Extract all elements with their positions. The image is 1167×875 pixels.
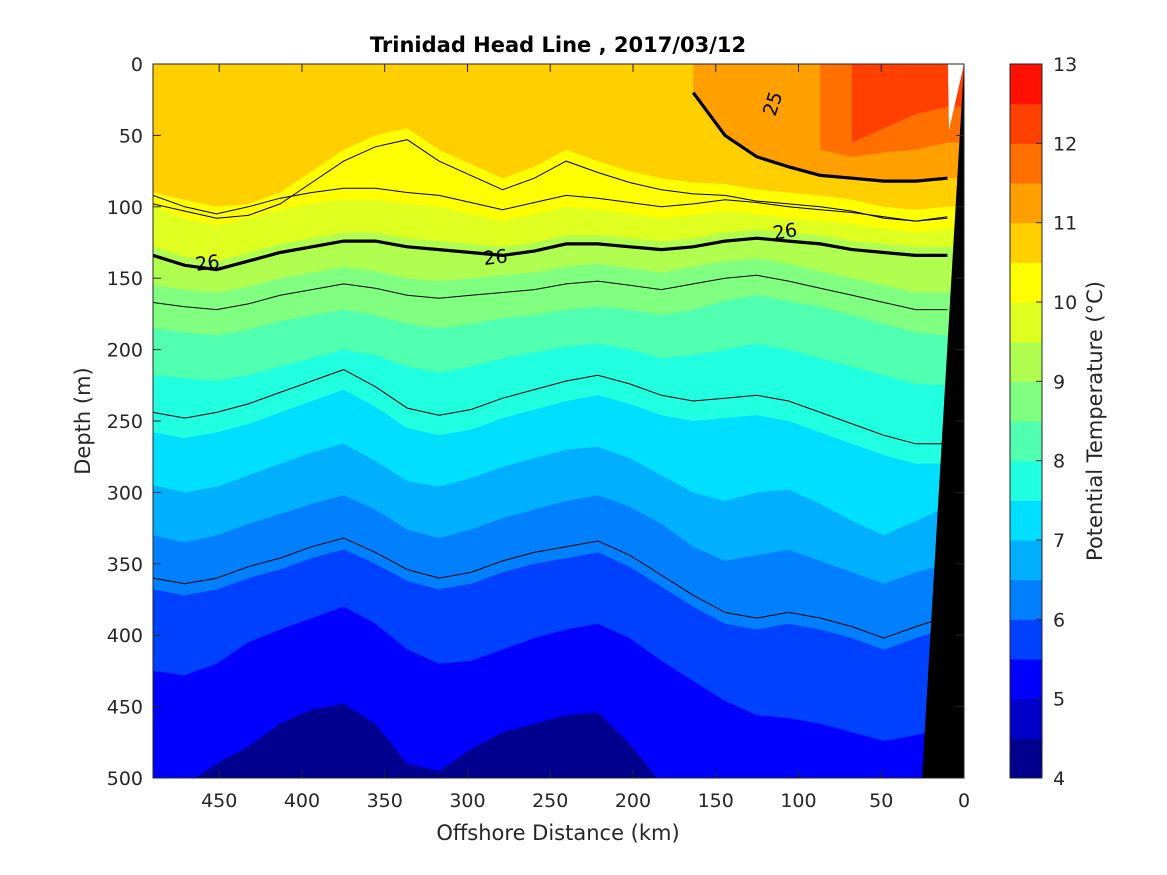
x-tick-label: 200	[615, 790, 651, 812]
colorbar-swatch	[1010, 183, 1042, 224]
colorbar-swatch	[1010, 659, 1042, 700]
colorbar-tick-label: 5	[1053, 689, 1065, 711]
y-tick-label: 500	[107, 768, 143, 790]
contour-label: 26	[771, 219, 799, 245]
colorbar-swatch	[1010, 698, 1042, 739]
colorbar-swatch	[1010, 738, 1042, 779]
colorbar-tick-label: 4	[1053, 768, 1065, 790]
surface-gap	[948, 64, 964, 130]
contour-line	[153, 274, 948, 311]
colorbar: 4 5 6 7 8 9 10 11 12 13	[1009, 54, 1077, 790]
y-tick-label: 350	[107, 554, 143, 576]
colorbar-swatch	[1010, 381, 1042, 422]
plot-area	[153, 64, 964, 778]
x-tick-label: 300	[449, 790, 485, 812]
temperature-band-12	[852, 64, 964, 143]
contour-line	[153, 187, 948, 222]
y-axis-label: Depth (m)	[71, 367, 95, 474]
y-tick-label: 400	[107, 625, 143, 647]
colorbar-tick-label: 13	[1053, 54, 1077, 76]
colorbar-swatch	[1010, 579, 1042, 620]
colorbar-swatch	[1010, 103, 1042, 144]
colorbar-swatch	[1010, 619, 1042, 660]
y-tick-label: 150	[107, 268, 143, 290]
colorbar-swatch	[1010, 143, 1042, 184]
contour-line	[153, 139, 948, 222]
y-tick-label: 100	[107, 197, 143, 219]
colorbar-swatch	[1010, 64, 1042, 105]
x-tick-label: 350	[367, 790, 403, 812]
x-tick-label: 400	[284, 790, 320, 812]
colorbar-tick-label: 8	[1053, 451, 1065, 473]
contour-label: 26	[194, 251, 221, 276]
contour-line	[153, 369, 948, 445]
seafloor-bathymetry	[922, 64, 964, 778]
colorbar-tick-label: 10	[1053, 292, 1077, 314]
x-tick-label: 50	[869, 790, 893, 812]
colorbar-swatch	[1010, 222, 1042, 263]
colorbar-swatch	[1010, 460, 1042, 501]
y-tick-label: 50	[119, 125, 143, 147]
colorbar-swatch	[1010, 421, 1042, 462]
colorbar-tick-label: 12	[1053, 133, 1077, 155]
colorbar-swatch	[1010, 540, 1042, 581]
contour-line-26	[153, 236, 948, 272]
x-tick-label: 100	[780, 790, 816, 812]
y-tick-label: 0	[131, 54, 143, 76]
x-tick-label: 450	[201, 790, 237, 812]
y-tick-label: 300	[107, 482, 143, 504]
colorbar-swatch	[1010, 262, 1042, 303]
colorbar-swatch	[1010, 302, 1042, 343]
colorbar-tick-label: 7	[1053, 530, 1065, 552]
colorbar-tick-label: 9	[1053, 371, 1065, 393]
x-tick-label: 250	[532, 790, 568, 812]
colorbar-tick-label: 6	[1053, 609, 1065, 631]
colorbar-label: Potential Temperature (°C)	[1083, 281, 1107, 561]
y-tick-label: 250	[107, 411, 143, 433]
contour-line-25	[691, 91, 948, 183]
temperature-fill-layer	[153, 64, 964, 778]
contour-line	[153, 537, 948, 639]
y-axis: 0 50 100 150 200 250 300 350 400 450 500	[107, 54, 964, 790]
contour-label: 26	[482, 246, 508, 270]
y-tick-label: 200	[107, 340, 143, 362]
colorbar-tick-label: 11	[1053, 213, 1077, 235]
x-tick-label: 150	[698, 790, 734, 812]
y-tick-label: 450	[107, 697, 143, 719]
chart-title: Trinidad Head Line , 2017/03/12	[370, 33, 746, 57]
density-contour-layer	[153, 91, 948, 639]
colorbar-swatch	[1010, 341, 1042, 382]
colorbar-frame	[1009, 63, 1043, 779]
colorbar-swatch	[1010, 500, 1042, 541]
x-axis-label: Offshore Distance (km)	[436, 821, 679, 845]
x-tick-label: 0	[958, 790, 970, 812]
x-axis: 450 400 350 300 250 200 150 100 50 0	[201, 64, 970, 812]
